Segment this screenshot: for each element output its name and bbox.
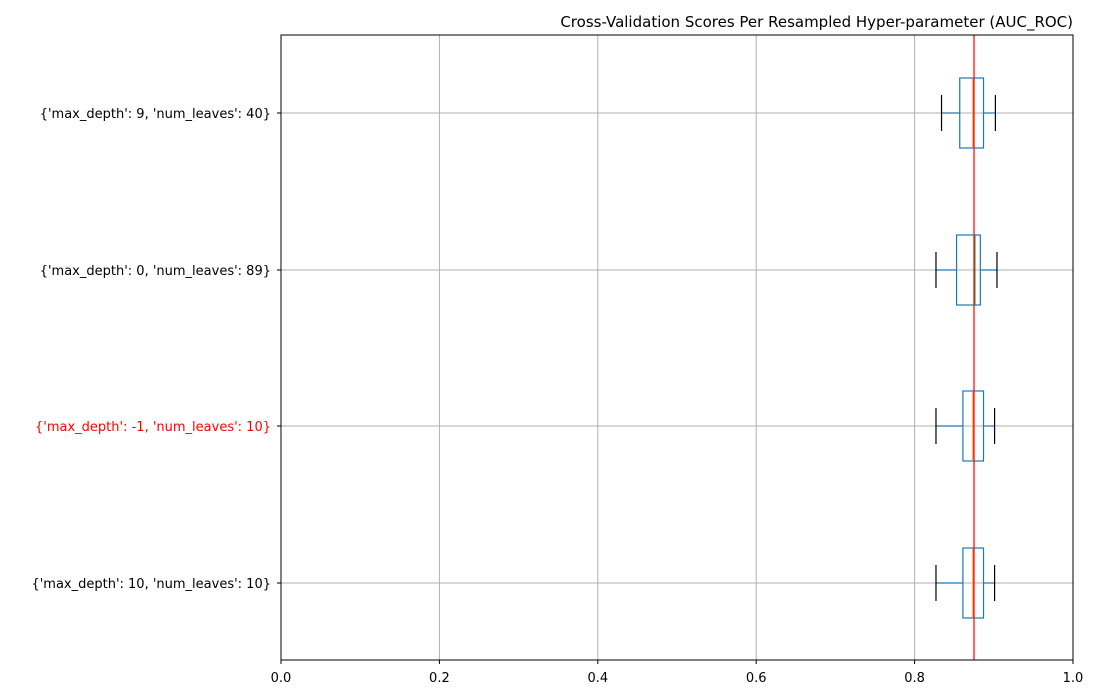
x-tick-label: 1.0	[1063, 671, 1084, 686]
x-tick-label: 0.4	[587, 671, 608, 686]
grid-lines	[280, 35, 1074, 660]
x-tick-label: 0.6	[746, 671, 767, 686]
y-tick-label: {'max_depth': 9, 'num_leaves': 40}	[40, 107, 271, 122]
x-tick-label: 0.0	[271, 671, 292, 686]
iqr-box	[959, 77, 985, 149]
iqr-box	[955, 234, 981, 306]
chart-title: Cross-Validation Scores Per Resampled Hy…	[560, 13, 1073, 32]
y-tick-label: {'max_depth': -1, 'num_leaves': 10}	[35, 420, 271, 435]
y-axis-labels: {'max_depth': 9, 'num_leaves': 40} {'max_…	[31, 107, 281, 592]
x-tick-label: 0.2	[429, 671, 450, 686]
box-series	[935, 77, 998, 619]
x-tick-label: 0.8	[904, 671, 925, 686]
y-tick-label: {'max_depth': 10, 'num_leaves': 10}	[31, 577, 271, 592]
y-tick-label: {'max_depth': 0, 'num_leaves': 89}	[40, 264, 271, 279]
plot-frame	[280, 34, 1074, 661]
x-axis-ticks: 0.0 0.2 0.4 0.6 0.8 1.0	[271, 660, 1084, 686]
